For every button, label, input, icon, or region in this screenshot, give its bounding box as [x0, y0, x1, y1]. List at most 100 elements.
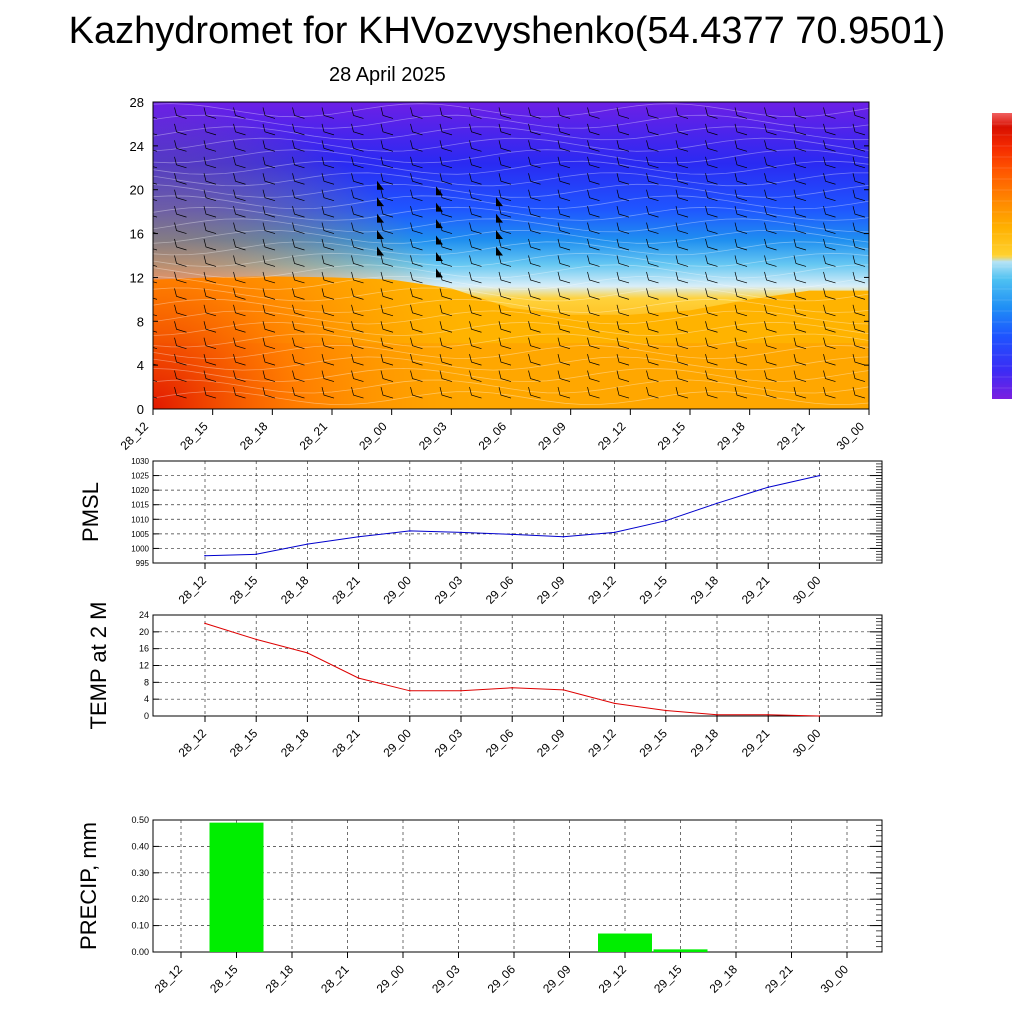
wind-barb	[439, 156, 453, 169]
x-tick-label: 29_15	[651, 962, 685, 996]
wind-barb	[528, 156, 541, 169]
wind-barb	[587, 140, 600, 152]
isoline	[153, 137, 869, 152]
wind-barb	[528, 337, 541, 350]
wind-barb	[528, 288, 541, 300]
wind-barb	[852, 140, 866, 152]
wind-barb	[498, 107, 512, 119]
wind-barb	[262, 189, 276, 202]
y-tick-label: 16	[139, 644, 149, 654]
wind-barb	[675, 337, 689, 350]
x-tick-label: 28_21	[318, 962, 352, 996]
wind-barb	[292, 206, 305, 218]
wind-barb	[528, 354, 541, 366]
wind-barb	[646, 321, 659, 333]
wind-barb	[469, 140, 482, 152]
wind-barb	[469, 255, 482, 267]
wind-barb	[351, 107, 364, 119]
wind-barb	[498, 255, 512, 267]
wind-barb	[705, 107, 718, 119]
wind-barb	[380, 123, 394, 136]
wind-barb	[557, 288, 571, 300]
wind-barb	[793, 271, 807, 284]
wind-barb	[498, 288, 512, 300]
wind-barb	[321, 354, 335, 366]
isoline	[153, 333, 869, 348]
plot-frame	[152, 819, 883, 953]
wind-barb	[587, 304, 600, 317]
wind-barb	[764, 271, 777, 284]
y-tick-label: 20	[130, 183, 144, 198]
wind-barb	[203, 370, 217, 382]
wind-barb	[174, 255, 187, 267]
wind-barb	[852, 107, 866, 119]
wind-barb	[616, 354, 630, 366]
wind-barb	[203, 337, 217, 350]
wind-barb	[823, 140, 836, 152]
wind-barb	[734, 206, 748, 218]
wind-barb	[498, 156, 512, 169]
x-tick-label: 28_12	[176, 573, 210, 607]
wind-barb	[557, 222, 571, 234]
wind-barb	[734, 107, 748, 119]
wind-barb	[646, 222, 659, 234]
wind-barb	[292, 222, 305, 234]
isoline	[153, 356, 869, 371]
pmsl-plot: 995 1000 1005 1010 1015 1020 1025 1030 28_12 28_1…	[78, 457, 883, 607]
wind-barb	[498, 271, 512, 284]
wind-barb	[705, 189, 718, 202]
wind-barb	[439, 288, 453, 300]
x-tick-label: 28_15	[227, 726, 261, 760]
x-tick-label: 28_21	[329, 573, 363, 607]
wind-barb	[233, 140, 246, 152]
wind-barb	[153, 215, 158, 218]
wind-barb	[174, 288, 187, 300]
wind-barb	[528, 107, 541, 119]
wind-barb	[439, 354, 453, 366]
wind-barb	[793, 107, 807, 119]
wind-barb	[764, 386, 777, 399]
wind-barb	[292, 123, 305, 136]
wind-barb	[852, 173, 866, 185]
wind-barb	[557, 189, 571, 202]
wind-barb	[233, 206, 246, 218]
x-tick-label: 29_12	[585, 726, 619, 760]
wind-barb	[675, 189, 689, 202]
y-tick-label: 0	[137, 402, 144, 417]
data-point	[306, 543, 309, 545]
wind-barb	[498, 222, 512, 234]
data-point	[665, 519, 667, 522]
wind-barb	[675, 238, 689, 251]
wind-barb	[262, 140, 276, 152]
wind-barb	[321, 304, 335, 317]
data-point	[818, 715, 821, 717]
x-tick-label: 29_15	[636, 573, 670, 607]
x-tick-label: 29_06	[485, 962, 519, 996]
y-tick-label: 0.40	[131, 841, 149, 851]
wind-barb	[203, 140, 217, 152]
wind-barb	[587, 288, 600, 300]
y-tick-label: 1030	[131, 457, 149, 466]
wind-barb	[793, 255, 807, 267]
wind-barb	[705, 271, 718, 284]
wind-barb	[262, 238, 276, 251]
wind-barb	[233, 337, 246, 350]
isoline	[153, 126, 869, 141]
wind-flag	[436, 268, 443, 278]
data-point	[767, 713, 769, 716]
wind-barb	[498, 140, 512, 152]
x-tick-label: 29_21	[739, 573, 773, 607]
x-tick-label: 29_03	[429, 962, 463, 996]
x-tick-label: 29_18	[707, 962, 741, 996]
x-tick-label: 30_00	[834, 419, 868, 453]
wind-barb	[321, 222, 335, 234]
x-tick-label: 29_09	[534, 726, 568, 760]
wind-barb	[823, 321, 836, 333]
wind-barb	[380, 222, 394, 234]
wind-barb	[528, 255, 541, 267]
wind-barb	[852, 271, 866, 284]
wind-barb	[439, 304, 453, 317]
wind-barb	[410, 370, 423, 382]
wind-flag	[377, 180, 384, 190]
wind-barb	[203, 173, 217, 185]
